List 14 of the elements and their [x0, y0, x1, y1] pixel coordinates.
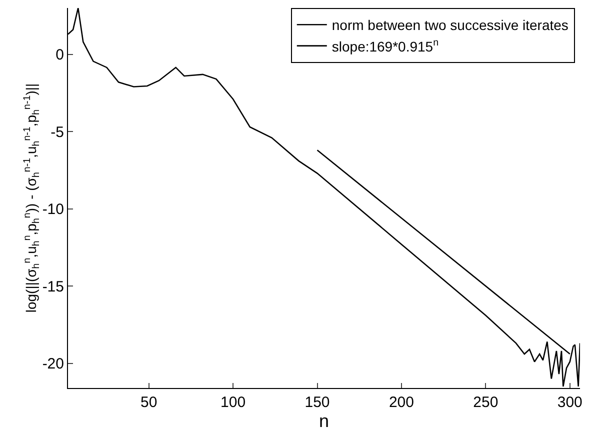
x-tick-label: 150	[304, 394, 330, 411]
y-tick-label: 0	[56, 46, 64, 64]
x-tick-label: 50	[140, 394, 158, 411]
x-axis-title: n	[318, 411, 330, 431]
x-tick-label: 100	[220, 394, 246, 411]
legend-label: slope:169*0.915$^{n}$	[332, 37, 439, 54]
x-tick-label: 200	[388, 394, 414, 411]
x-tick-label: 250	[473, 394, 498, 411]
x-tick-label: 300	[557, 394, 582, 411]
y-tick-label: -5	[50, 124, 64, 141]
y-tick-label: -15	[42, 278, 64, 296]
y-tick-label: -20	[42, 356, 64, 373]
legend-label: norm between two successive iterates	[332, 17, 568, 34]
y-tick-label: -10	[42, 201, 64, 218]
